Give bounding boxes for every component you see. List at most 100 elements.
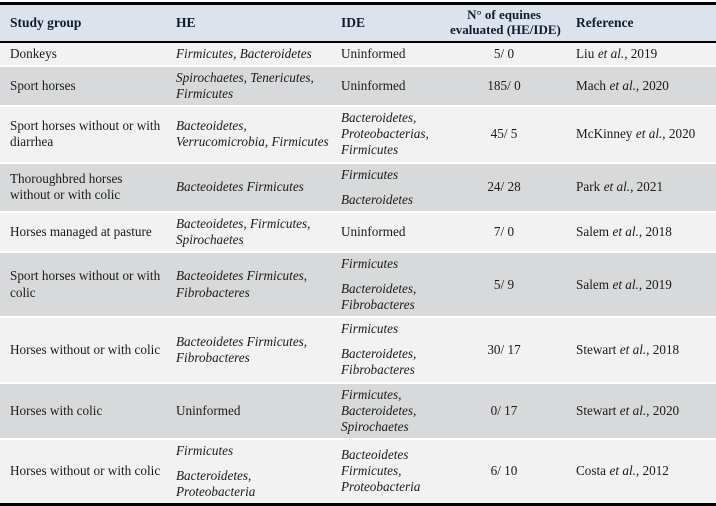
column-header-n-equines: N° of equines evaluated (HE/IDE) [450,3,561,43]
cell-reference: Salem et al., 2019 [560,252,716,317]
reference-author: Liu [576,46,595,61]
table-row: Sport horses Spirochaetes, Tenericutes, … [0,66,716,107]
table-body: Donkeys Firmicutes, Bacteroidetes Uninfo… [0,42,716,505]
table-row: Sport horses without or with diarrhea Ba… [0,106,716,163]
cell-reference: Salem et al., 2018 [560,212,716,252]
taxa-text: Bacteroidetes, Fibrobacteres [341,281,417,313]
cell-study-group: Horses without or with colic [10,463,161,479]
column-header-n-equines-line1: N° of equines [467,7,541,23]
cell-study-group: Sport horses without or with colic [10,268,161,300]
cell-reference: McKinney et al., 2020 [560,106,716,162]
cell-ide: Uninformed [334,66,450,106]
cell-count: 5/ 0 [493,46,515,61]
reference-year: , 2020 [662,126,696,142]
taxa-text: Bacteoidetes Firmicutes [176,179,304,195]
reference-year: , 2018 [638,223,672,239]
reference-author: Salem [576,223,609,239]
reference-year: , 2018 [646,341,680,357]
taxa-text: Firmicutes [341,255,399,271]
table-row: Horses without or with colic Firmicutes … [0,438,716,505]
table-row: Sport horses without or with colic Bacte… [0,251,716,318]
taxa-text: Bacteoidetes Firmicutes, Fibrobacteres [176,268,308,300]
status-text: Uninformed [341,46,406,61]
cell-ide: Firmicutes Bacteroidetes, Fibrobacteres [334,317,450,382]
column-header-he: HE [168,3,334,43]
taxa-text: Spirochaetes, Tenericutes, Firmicutes [176,70,314,102]
reference-etal: et al. [635,126,663,142]
cell-he: Uninformed [168,383,334,439]
cell-study-group: Horses managed at pasture [10,223,152,239]
cell-count: 6/ 10 [490,463,518,479]
status-text: Uninformed [176,402,241,418]
taxa-text: Firmicutes [341,166,399,182]
cell-ide: Firmicutes, Bacteroidetes, Spirochaetes [334,383,450,439]
reference-year: , 2012 [635,463,669,479]
cell-he: Bacteoidetes, Firmicutes, Spirochaetes [168,212,334,252]
cell-reference: Costa et al., 2012 [560,439,716,505]
cell-he: Bacteoidetes Firmicutes, Fibrobacteres [168,317,334,382]
header-row: Study group HE IDE N° of equines evaluat… [0,3,716,43]
status-text: Uninformed [341,78,406,94]
taxa-text: Firmicutes [176,442,234,458]
cell-count: 45/ 5 [490,126,518,142]
table-row: Horses without or with colic Bacteoidete… [0,317,716,383]
cell-study-group: Donkeys [10,46,57,61]
table-row: Horses managed at pasture Bacteoidetes, … [0,211,716,252]
taxa-text: Firmicutes, Bacteroidetes, Spirochaetes [341,386,417,434]
cell-ide: Bacteroidetes, Proteobacterias, Firmicut… [334,106,450,162]
cell-study-group: Thoroughbred horses without or with coli… [10,171,123,203]
reference-year: , 2020 [635,78,669,94]
reference-etal: et al. [597,46,625,61]
cell-he: Firmicutes, Bacteroidetes [168,42,334,66]
reference-etal: et al. [609,78,636,94]
cell-reference: Stewart et al., 2020 [560,383,716,439]
cell-ide: Uninformed [334,42,450,66]
taxa-text: Firmicutes [341,321,399,337]
reference-author: Stewart [576,402,617,418]
cell-count: 5/ 9 [493,276,515,292]
cell-study-group: Horses with colic [10,402,103,418]
cell-count: 24/ 28 [487,179,521,195]
reference-author: Costa [576,463,607,479]
cell-he: Bacteoidetes Firmicutes [168,163,334,212]
reference-author: Park [576,179,601,195]
cell-he: Bacteoidetes Firmicutes, Fibrobacteres [168,252,334,317]
taxa-text: Bacteroidetes, Proteobacteria [176,467,256,499]
cell-study-group: Sport horses without or with diarrhea [10,118,161,150]
reference-etal: et al. [619,402,647,418]
reference-etal: et al. [619,341,647,357]
cell-ide: Uninformed [334,212,450,252]
reference-author: McKinney [576,126,633,142]
cell-ide: Bacteoidetes Firmicutes, Proteobacteria [334,439,450,505]
reference-year: , 2019 [638,276,672,292]
cell-study-group: Horses without or with colic [10,341,161,357]
taxa-text: Bacteoidetes, Verrucomicrobia, Firmicute… [176,118,329,150]
cell-study-group: Sport horses [10,78,76,94]
cell-he: Firmicutes Bacteroidetes, Proteobacteria [168,439,334,505]
taxa-text: Firmicutes, Bacteroidetes [176,46,312,61]
reference-etal: et al. [612,223,639,239]
cell-he: Bacteoidetes, Verrucomicrobia, Firmicute… [168,106,334,162]
cell-reference: Liu et al., 2019 [560,42,716,66]
column-header-n-equines-line2: evaluated (HE/IDE) [450,22,561,37]
cell-ide: Firmicutes Bacteroidetes, Fibrobacteres [334,252,450,317]
reference-etal: et al. [612,276,639,292]
reference-etal: et al. [603,179,631,195]
cell-ide: Firmicutes Bacteroidetes [334,163,450,212]
reference-author: Salem [576,276,609,292]
cell-he: Spirochaetes, Tenericutes, Firmicutes [168,66,334,106]
taxa-text: Bacteoidetes Firmicutes, Fibrobacteres [176,333,308,365]
reference-author: Mach [576,78,607,94]
table-row: Donkeys Firmicutes, Bacteroidetes Uninfo… [0,42,716,67]
cell-count: 0/ 17 [490,402,518,418]
reference-year: , 2019 [624,46,658,61]
cell-reference: Park et al., 2021 [560,163,716,212]
table-header: Study group HE IDE N° of equines evaluat… [0,3,716,43]
cell-count: 7/ 0 [493,223,515,239]
status-text: Uninformed [341,223,406,239]
taxa-text: Bacteroidetes, Proteobacterias, Firmicut… [341,110,429,158]
reference-etal: et al. [609,463,636,479]
reference-year: , 2021 [630,179,664,195]
